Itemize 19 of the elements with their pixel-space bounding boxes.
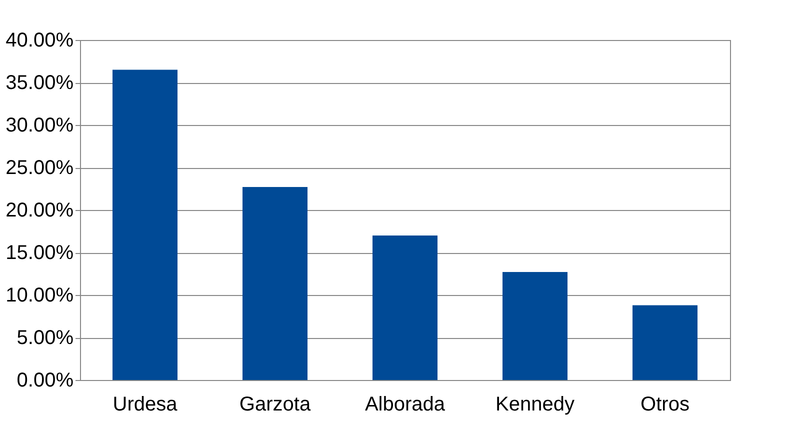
bar: [372, 236, 438, 380]
y-tick-label: 5.00%: [16, 327, 74, 349]
y-tick-label: 35.00%: [6, 72, 74, 94]
x-tick-label: Kennedy: [496, 394, 574, 416]
x-tick-label: Garzota: [239, 394, 312, 416]
y-tick-label: 25.00%: [6, 157, 74, 179]
x-tick-label: Alborada: [364, 394, 446, 416]
bar: [112, 70, 178, 380]
bar: [502, 272, 568, 380]
y-tick-label: 0.00%: [16, 370, 74, 392]
y-tick-label: 40.00%: [6, 30, 74, 52]
y-tick-label: 10.00%: [6, 284, 74, 306]
x-tick-label: Otros: [640, 394, 690, 416]
y-tick-label: 20.00%: [6, 200, 74, 222]
y-tick-label: 15.00%: [6, 242, 74, 264]
x-tick-label: Urdesa: [112, 394, 178, 416]
bar: [632, 305, 698, 380]
bar: [242, 187, 308, 380]
y-tick-label: 30.00%: [6, 114, 74, 136]
